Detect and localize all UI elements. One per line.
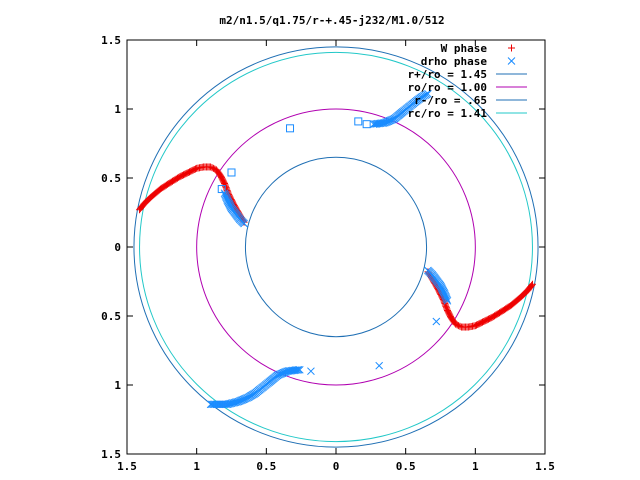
point (307, 367, 315, 376)
point (209, 400, 218, 409)
point (424, 89, 432, 98)
point (440, 290, 449, 298)
point (375, 361, 384, 370)
point (222, 194, 231, 203)
legend-marker (508, 44, 515, 52)
x-tick-label: 1.5 (535, 460, 555, 473)
series-2 (217, 117, 371, 194)
point (354, 117, 363, 126)
circle-1 (196, 108, 476, 386)
legend-label: W phase (441, 42, 488, 55)
data-series (136, 89, 536, 409)
legend-entry: r+/ro = 1.45 (408, 68, 527, 81)
point (295, 365, 304, 374)
legend-entry: ro/ro = 1.00 (408, 81, 527, 94)
circle-3 (139, 51, 533, 443)
y-tick-label: 0.5 (101, 310, 121, 323)
point (227, 168, 236, 177)
point (443, 296, 452, 305)
point (206, 400, 215, 409)
series-1-arm-3 (206, 365, 303, 409)
point (222, 193, 231, 202)
legend-entry: r-/ro = .65 (414, 94, 527, 107)
circle-2 (244, 156, 428, 338)
legend-label: rc/ro = 1.41 (408, 107, 488, 120)
circle-0 (133, 46, 539, 448)
chart-title: m2/n1.5/q1.75/r-+.45-j232/M1.0/512 (219, 14, 444, 27)
point (362, 120, 371, 129)
point (220, 189, 229, 198)
series-1-arm-0 (220, 189, 248, 228)
series-1 (206, 89, 452, 409)
series-0-arm-0 (136, 163, 248, 226)
series-1-arm-2 (369, 89, 432, 129)
x-tick-label: 0 (333, 460, 340, 473)
y-tick-label: 0 (114, 241, 121, 254)
point (442, 294, 451, 302)
y-tick-label: 1.5 (101, 34, 121, 47)
point (208, 400, 216, 409)
legend-entry: rc/ro = 1.41 (408, 107, 527, 120)
point (432, 317, 441, 326)
x-tick-label: 0.5 (396, 460, 416, 473)
axis-ticks: 1.5 1 0.5 0 0.5 1 1.51.510.500.511.5 (101, 34, 555, 473)
reference-circles (133, 46, 539, 448)
series-0 (136, 163, 536, 331)
y-tick-label: 0.5 (101, 172, 121, 185)
y-tick-label: 1.5 (101, 448, 121, 461)
point (223, 196, 232, 204)
point (441, 292, 450, 301)
y-tick-label: 1 (114, 103, 121, 116)
point (221, 192, 230, 200)
x-tick-label: 1 (193, 460, 200, 473)
point (441, 291, 450, 300)
x-tick-label: 1.5 (117, 460, 137, 473)
point (443, 295, 451, 304)
point (286, 124, 295, 133)
legend-marker (507, 57, 516, 65)
legend-entry: W phase (441, 42, 515, 55)
legend-entry: drho phase (421, 55, 516, 68)
legend-label: r+/ro = 1.45 (408, 68, 487, 81)
legend-label: ro/ro = 1.00 (408, 81, 487, 94)
y-tick-label: 1 (114, 379, 121, 392)
legend-label: r-/ro = .65 (414, 94, 487, 107)
series-1-arm-1 (424, 266, 452, 305)
x-tick-label: 1 (472, 460, 479, 473)
point (217, 185, 226, 194)
series-0-arm-1 (424, 268, 536, 331)
x-tick-label: 0.5 (256, 460, 276, 473)
legend-label: drho phase (421, 55, 488, 68)
